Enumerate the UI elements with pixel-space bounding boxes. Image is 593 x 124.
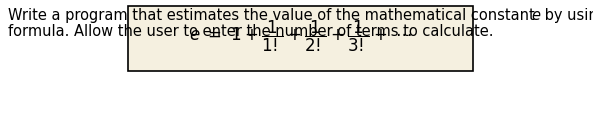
Text: by using the following: by using the following (540, 8, 593, 23)
Text: e: e (531, 8, 540, 23)
Text: formula. Allow the user to enter the number of terms to calculate.: formula. Allow the user to enter the num… (8, 24, 493, 39)
Text: Write a program that estimates the value of the mathematical constant: Write a program that estimates the value… (8, 8, 540, 23)
Bar (128, 6, 473, 71)
Text: $e \ = \ 1 + \dfrac{1}{1!} + \dfrac{1}{2!} + \dfrac{1}{3!} + \ \cdots$: $e \ = \ 1 + \dfrac{1}{1!} + \dfrac{1}{2… (189, 19, 412, 54)
